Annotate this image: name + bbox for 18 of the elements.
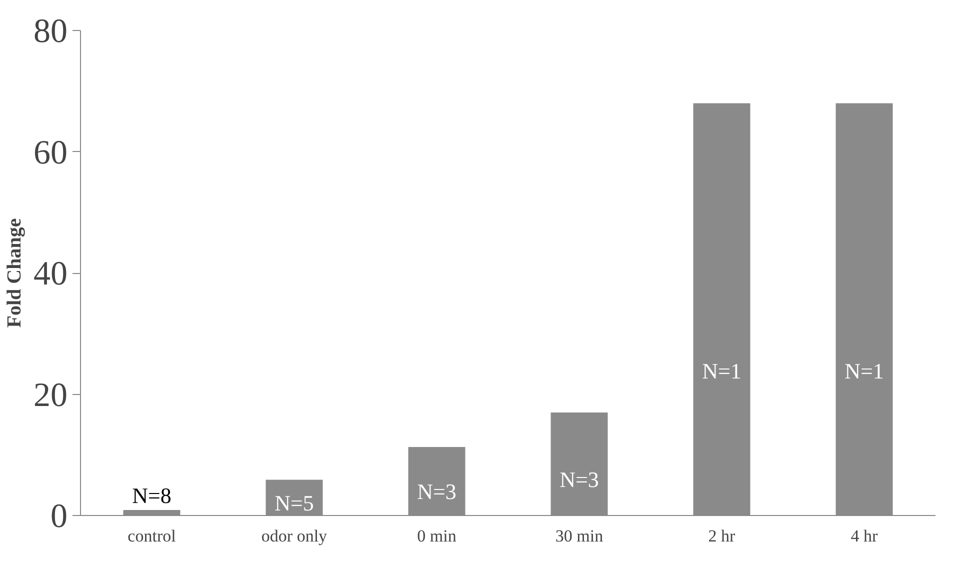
y-axis-title: Fold Change (4, 218, 26, 328)
annotation: N=5 (274, 490, 314, 516)
x-tick-label: 0 min (417, 526, 457, 546)
x-tick-label: 2 hr (708, 526, 736, 546)
x-tick-label: 4 hr (850, 526, 878, 546)
annotation: N=1 (702, 358, 742, 384)
annotation: N=3 (560, 466, 599, 492)
y-tick-label: 20 (34, 376, 68, 414)
y-tick-label: 60 (34, 134, 68, 172)
x-tick-label: control (128, 526, 176, 546)
y-tick-label: 0 (50, 498, 68, 535)
x-tick-label: 30 min (555, 526, 604, 546)
annotation: N=3 (417, 479, 456, 504)
annotation: N=8 (132, 483, 172, 508)
x-tick-label: odor only (261, 526, 328, 546)
y-tick-label: 80 (34, 13, 68, 50)
y-tick-label: 40 (34, 256, 68, 292)
annotation: N=1 (844, 358, 884, 384)
